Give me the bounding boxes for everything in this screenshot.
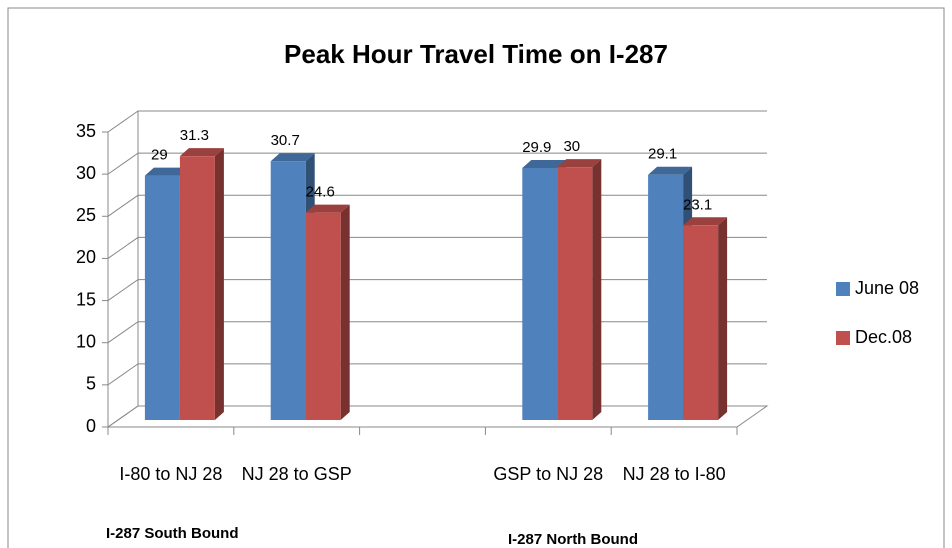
legend-swatch xyxy=(836,331,850,345)
bar xyxy=(305,204,350,420)
grid-line xyxy=(107,152,767,175)
bar-side xyxy=(214,148,224,420)
data-label: 30.7 xyxy=(271,132,300,149)
bar-front xyxy=(144,175,180,420)
data-label: 29 xyxy=(151,147,168,164)
bar-side xyxy=(340,204,350,420)
data-label: 29.9 xyxy=(522,139,551,156)
bar-top xyxy=(522,159,567,168)
data-label: 30 xyxy=(563,138,580,155)
bar-top xyxy=(270,153,315,162)
bar xyxy=(179,148,224,420)
bar-front xyxy=(270,161,306,420)
data-label: 29.1 xyxy=(648,146,677,163)
bar-front xyxy=(522,167,558,420)
data-label: 24.6 xyxy=(306,184,335,201)
y-tick-label: 5 xyxy=(86,374,96,394)
bar-side xyxy=(592,159,602,420)
bar-front xyxy=(648,174,684,420)
bar-top xyxy=(648,166,693,175)
x-tick-label: NJ 28 to GSP xyxy=(242,464,352,484)
data-label: 31.3 xyxy=(180,127,209,144)
bar xyxy=(683,217,728,420)
group-label: I-287 North Bound xyxy=(508,531,638,548)
legend-label: Dec.08 xyxy=(855,327,912,347)
y-tick-label: 10 xyxy=(76,331,96,351)
legend-swatch xyxy=(836,282,850,296)
grid-line xyxy=(107,110,767,133)
y-tick-label: 35 xyxy=(76,121,96,141)
x-tick-label: GSP to NJ 28 xyxy=(493,464,603,484)
bar-front xyxy=(557,167,593,420)
y-tick-label: 25 xyxy=(76,205,96,225)
bar-top xyxy=(179,148,224,157)
bar-top xyxy=(305,204,350,213)
bar-front xyxy=(305,212,341,420)
group-label: I-287 South Bound xyxy=(106,525,239,542)
chart-title: Peak Hour Travel Time on I-287 xyxy=(284,39,668,69)
legend-label: June 08 xyxy=(855,278,919,298)
x-tick-label: I-80 to NJ 28 xyxy=(119,464,222,484)
bar-front xyxy=(179,156,215,420)
bar-side xyxy=(718,217,728,420)
y-tick-label: 0 xyxy=(86,416,96,436)
data-label: 23.1 xyxy=(683,196,712,213)
bar-top xyxy=(144,167,189,176)
y-tick-label: 30 xyxy=(76,163,96,183)
x-tick-label: NJ 28 to I-80 xyxy=(623,464,726,484)
bar-top xyxy=(557,159,602,168)
bar-top xyxy=(683,217,728,226)
bar xyxy=(557,159,602,420)
y-tick-label: 20 xyxy=(76,247,96,267)
y-tick-label: 15 xyxy=(76,289,96,309)
bar-front xyxy=(683,225,719,420)
